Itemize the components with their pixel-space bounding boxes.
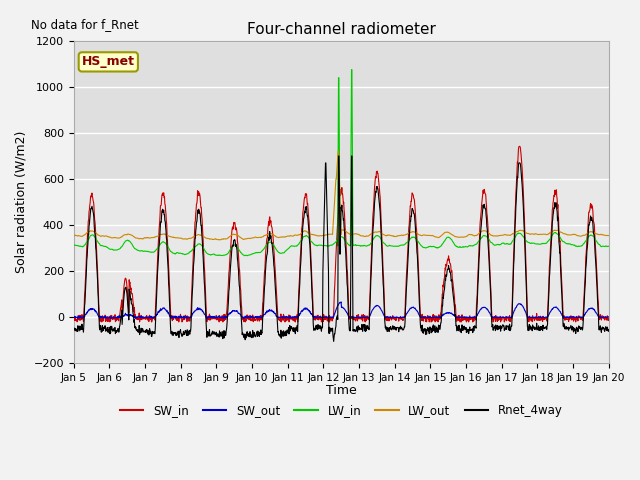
X-axis label: Time: Time: [326, 384, 356, 397]
Legend: SW_in, SW_out, LW_in, LW_out, Rnet_4way: SW_in, SW_out, LW_in, LW_out, Rnet_4way: [115, 399, 568, 422]
Y-axis label: Solar radiation (W/m2): Solar radiation (W/m2): [15, 131, 28, 273]
Text: HS_met: HS_met: [82, 55, 135, 68]
Text: No data for f_Rnet: No data for f_Rnet: [31, 18, 139, 31]
Bar: [74, 41, 609, 179]
Title: Four-channel radiometer: Four-channel radiometer: [247, 22, 436, 37]
